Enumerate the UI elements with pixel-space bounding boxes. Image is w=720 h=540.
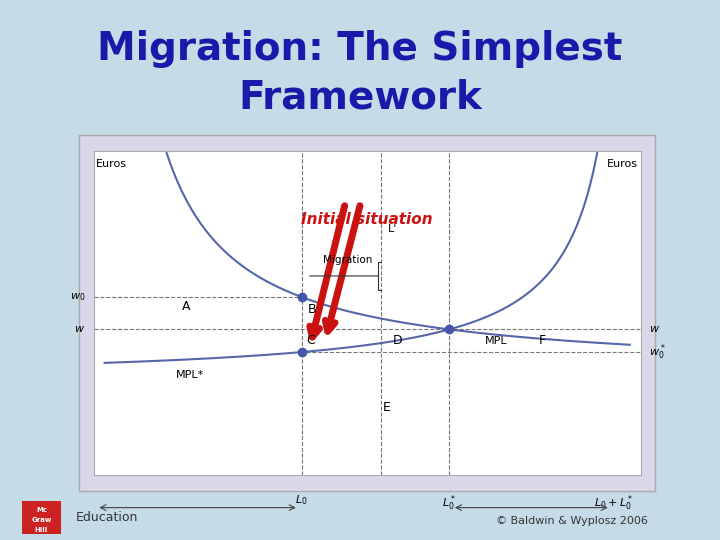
- Text: MPL: MPL: [485, 336, 508, 346]
- Text: Migration: The Simplest: Migration: The Simplest: [97, 30, 623, 68]
- Text: $L_0+L_0^*$: $L_0+L_0^*$: [594, 493, 633, 512]
- Text: Hill: Hill: [35, 526, 48, 532]
- Text: $w$: $w$: [74, 325, 86, 334]
- Text: Education: Education: [76, 511, 138, 524]
- Text: $w_0$: $w_0$: [70, 291, 86, 303]
- Text: B: B: [308, 303, 317, 316]
- Text: Framework: Framework: [238, 78, 482, 116]
- Text: $w_0^*$: $w_0^*$: [649, 342, 666, 362]
- Text: MPL*: MPL*: [176, 370, 204, 380]
- Text: $L_0$: $L_0$: [295, 493, 308, 507]
- Text: $w$: $w$: [649, 325, 660, 334]
- Text: F: F: [539, 334, 546, 347]
- Text: Euros: Euros: [607, 159, 638, 170]
- Text: A: A: [182, 300, 191, 313]
- Text: Graw: Graw: [31, 517, 52, 523]
- Text: D: D: [392, 334, 402, 347]
- Text: Migration: Migration: [323, 254, 373, 265]
- Text: © Baldwin & Wyplosz 2006: © Baldwin & Wyplosz 2006: [496, 516, 648, 526]
- Text: L': L': [387, 224, 397, 234]
- Text: C: C: [306, 334, 315, 347]
- Text: Mc: Mc: [36, 507, 47, 513]
- Text: Euros: Euros: [96, 159, 127, 170]
- Text: $L_0^*$: $L_0^*$: [442, 493, 456, 512]
- Text: Initial situation: Initial situation: [302, 212, 433, 227]
- Text: E: E: [382, 401, 390, 414]
